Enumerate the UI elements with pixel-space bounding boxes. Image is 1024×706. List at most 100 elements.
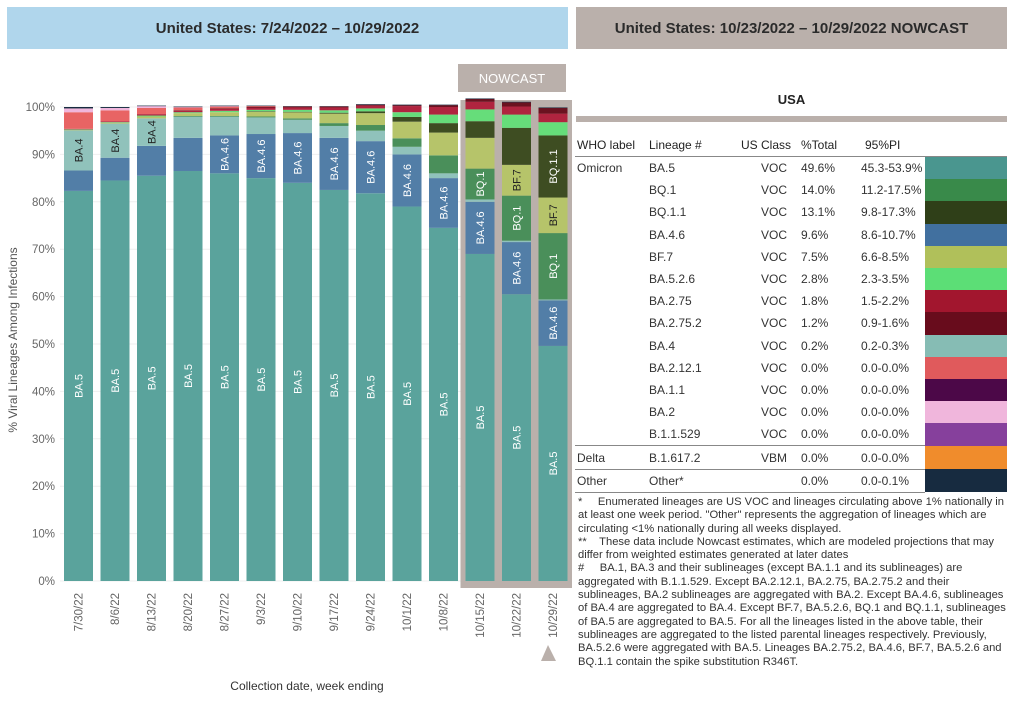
lineage: Other* xyxy=(647,468,731,493)
segment-label: BA.4 xyxy=(110,129,122,153)
bar-segment-BQ.1.1 xyxy=(392,116,422,122)
bar-segment-BA.2.75.2 xyxy=(319,107,349,108)
prediction-interval: 0.9-1.6% xyxy=(861,316,910,331)
segment-label: BQ.1 xyxy=(512,206,524,231)
lineage: BA.5 xyxy=(649,161,676,176)
bar-segment-BA.2 xyxy=(173,107,203,108)
table-row: BA.2.75.2 VOC 1.2% 0.9-1.6% xyxy=(575,312,1007,335)
bar-segment-BA.2.12.1 xyxy=(319,106,349,108)
bars xyxy=(64,98,568,582)
bar-segment-BQ.1 xyxy=(538,233,568,300)
lineage: BQ.1.1 xyxy=(649,205,687,220)
bar-segment-BA.2.75 xyxy=(210,108,239,111)
percent-total: 0.0% xyxy=(799,445,851,470)
segment-label: BA.5 xyxy=(329,374,341,398)
us-class xyxy=(731,468,799,493)
bar-8/27/22 xyxy=(210,105,239,582)
segment-label: BA.5 xyxy=(183,364,195,388)
bar-10/1/22 xyxy=(392,104,422,582)
segment-label: BA.5 xyxy=(402,382,414,406)
bar-segment-Other xyxy=(465,98,495,100)
bar-segment-BA.5 xyxy=(392,206,422,582)
prediction-interval: 0.0-0.0% xyxy=(861,382,910,397)
bar-segment-BA.5 xyxy=(429,227,458,581)
bar-segment-BQ.1.1 xyxy=(502,127,531,165)
bar-segment-BQ.1 xyxy=(392,138,422,147)
bar-segment-BA.2.12.1 xyxy=(283,106,312,108)
bar-segment-BQ.1.1 xyxy=(319,112,349,114)
y-tick-label: 40% xyxy=(32,386,55,398)
segment-label: BA.4.6 xyxy=(512,252,524,285)
table-row: Omicron BA.5 VOC 49.6% 45.3-53.9% xyxy=(575,156,1007,180)
bar-segment-BA.4.6 xyxy=(64,170,93,191)
bar-segment-BA.2 xyxy=(137,106,166,108)
us-class: VOC xyxy=(760,272,787,287)
bar-segment-BA.5 xyxy=(210,173,239,582)
bar-segment-BA.2.12.1 xyxy=(64,112,93,129)
lineage: BQ.1 xyxy=(649,183,677,198)
bar-segment-BQ.1 xyxy=(283,118,312,120)
bar-segment-BA.4 xyxy=(392,146,422,155)
table-row: BA.2.75 VOC 1.8% 1.5-2.2% xyxy=(575,290,1007,313)
bar-segment-BA.4 xyxy=(64,130,93,171)
table-row: BA.4 VOC 0.2% 0.2-0.3% xyxy=(575,334,1007,357)
bar-segment-BA.2.12.1 xyxy=(246,106,276,107)
header-who-label: WHO label xyxy=(577,138,636,152)
bar-10/29/22 xyxy=(538,107,568,581)
table-header-row: WHO label Lineage # US Class %Total 95%P… xyxy=(575,134,1007,157)
bar-segment-BA.4.6 xyxy=(356,141,385,194)
us-class: VOC xyxy=(760,405,787,420)
bar-8/13/22 xyxy=(137,105,166,582)
bar-segment-BA.5.2.6 xyxy=(137,115,166,117)
bar-segment-BA.2.75 xyxy=(173,110,203,113)
bar-segment-BA.2.75.2 xyxy=(210,108,239,110)
bar-segment-BA.5 xyxy=(356,193,385,581)
bar-segment-BA.5 xyxy=(319,189,349,581)
bar-segment-BQ.1 xyxy=(319,123,349,126)
table-row: BF.7 VOC 7.5% 6.6-8.5% xyxy=(575,245,1007,268)
who-label xyxy=(575,224,647,246)
y-axis-ticks: 0% 10% 20% 30% 40% 50% 60% 70% 80% 90% 100% xyxy=(26,102,55,588)
prediction-interval: 9.8-17.3% xyxy=(861,205,916,220)
bar-segment-BA.2.75.2 xyxy=(356,104,385,106)
bar-7/30/22 xyxy=(64,107,93,581)
x-tick-label: 10/22/22 xyxy=(512,593,524,638)
bar-segment-BF.7 xyxy=(319,113,349,124)
bar-segment-BA.2.75.2 xyxy=(465,98,495,102)
y-tick-label: 80% xyxy=(32,197,55,209)
bar-segment-BF.7 xyxy=(502,164,531,196)
us-class: VOC xyxy=(760,183,787,198)
segment-label: BA.4.6 xyxy=(366,151,378,184)
percent-total: 7.5% xyxy=(801,249,829,264)
bar-segment-BA.4 xyxy=(246,117,276,135)
bar-segment-BA.4 xyxy=(429,173,458,179)
table-row: Delta B.1.617.2 VBM 0.0% 0.0-0.0% xyxy=(575,445,1007,470)
percent-total: 2.8% xyxy=(801,272,829,287)
prediction-interval: 45.3-53.9% xyxy=(861,161,923,176)
lineage: BA.1.1 xyxy=(649,382,686,397)
bar-segment-BF.7 xyxy=(283,112,312,119)
lineage: BA.2.75 xyxy=(649,294,692,309)
us-class: VOC xyxy=(760,227,787,242)
bar-segment-BA.4.6 xyxy=(319,137,349,190)
prediction-interval: 0.0-0.0% xyxy=(861,427,910,442)
bar-segment-BA.2.75.2 xyxy=(502,102,531,107)
lineage-color-swatch xyxy=(925,401,1007,424)
bar-segment-BA.2.75.2 xyxy=(429,105,458,107)
bar-segment-BQ.1.1 xyxy=(429,123,458,133)
segment-label: BA.4.6 xyxy=(256,140,268,173)
percent-total: 0.0% xyxy=(801,405,829,420)
table-row: BA.2.12.1 VOC 0.0% 0.0-0.0% xyxy=(575,356,1007,379)
lineage-color-swatch xyxy=(925,201,1007,224)
bar-segment-BA.2.75 xyxy=(137,114,166,116)
bar-segment-BA.5.2.6 xyxy=(64,129,93,130)
bar-segment-BA.2.75.2 xyxy=(173,110,203,111)
percent-total: 0.0% xyxy=(801,382,829,397)
bar-segment-BA.5.2.6 xyxy=(392,112,422,117)
bar-segment-BA.2.75.2 xyxy=(283,107,312,108)
bar-segment-BA.2 xyxy=(64,108,93,113)
segment-label: BF.7 xyxy=(548,204,560,226)
bar-segment-BA.2.75 xyxy=(319,107,349,111)
x-tick-label: 10/15/22 xyxy=(475,593,487,638)
table-row: BQ.1 VOC 14.0% 11.2-17.5% xyxy=(575,179,1007,202)
